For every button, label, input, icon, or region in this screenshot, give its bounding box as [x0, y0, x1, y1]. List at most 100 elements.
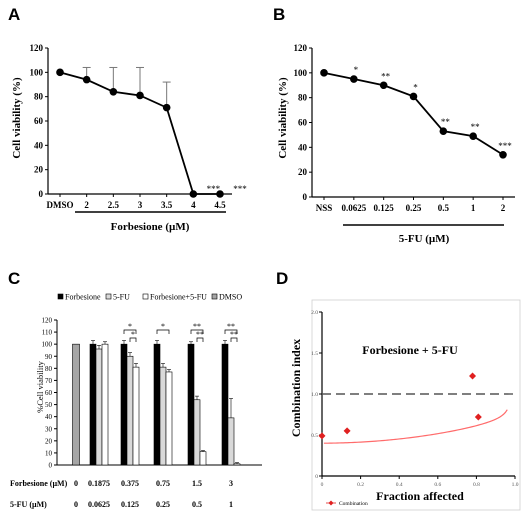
panel-a-data-point [189, 190, 198, 198]
panel-a-y-tick-label: 40 [34, 140, 44, 150]
panel-a-y-tick-label: 80 [34, 92, 44, 102]
panel-c-legend-label: 5-FU [113, 293, 130, 302]
panel-d: D Combination index Forbesione + 5-FU Fr… [276, 269, 521, 511]
panel-d-y-tick-label: 1.0 [311, 392, 318, 398]
panel-d-title: Forbesione + 5-FU [362, 343, 458, 357]
panel-b-y-tick-label: 40 [298, 142, 308, 152]
panel-b-significance-mark: *** [498, 141, 512, 151]
panel-b-ylabel: Cell viability (%) [277, 77, 289, 159]
panel-c-significance-mark: ** [196, 330, 204, 339]
panel-d-frame [311, 299, 521, 511]
panel-a-data-point [216, 190, 224, 198]
panel-d-x-tick-label: 0.2 [357, 482, 364, 488]
panel-c-legend-label: DMSO [219, 293, 242, 302]
panel-c-table-row-label: 5-FU (µM) [10, 500, 47, 509]
panel-c-bar [153, 343, 161, 466]
panel-c-significance-mark: ** [193, 322, 201, 331]
panel-a-xlabel: Forbesione (µM) [111, 221, 190, 233]
panel-c-legend-swatch [57, 293, 64, 300]
panel-c-bar [221, 343, 229, 466]
panel-b-y-tick-label: 120 [294, 43, 308, 53]
panel-b-data-point [499, 150, 507, 159]
panel-c-table-cell: 0.0625 [88, 500, 110, 509]
panel-b-significance-mark: * [354, 65, 359, 75]
panel-d-x-tick-label: 0.6 [434, 482, 441, 488]
panel-b-label: B [273, 5, 285, 24]
panel-c-y-tick-label: 90 [45, 353, 53, 361]
panel-c-bar [233, 463, 241, 466]
panel-c-table-cell: 1.5 [192, 479, 202, 488]
panel-d-data-point [343, 427, 351, 435]
panel-a-data-point [82, 75, 91, 84]
panel-c-y-tick-label: 20 [45, 437, 53, 445]
panel-a-label: A [8, 5, 20, 24]
panel-a-y-tick-label: 120 [30, 43, 44, 53]
panel-c-bar [89, 343, 97, 466]
panel-b-x-tick-label: 0.0625 [341, 203, 366, 213]
panel-a-x-tick-label: DMSO [47, 200, 74, 210]
panel-a: A Cell viability (%) Forbesione (µM) 0 20… [8, 5, 247, 233]
panel-d-ylabel: Combination index [289, 339, 303, 437]
panel-c-table-cell: 0.125 [121, 500, 139, 509]
panel-a-data-point [109, 88, 118, 96]
panel-b-significance-mark: ** [441, 117, 451, 127]
panel-d-x-tick-label: 1.0 [512, 482, 519, 488]
panel-c-significance-bracket [156, 329, 170, 334]
panel-b-y-tick-label: 60 [298, 118, 308, 128]
panel-b-y-tick-label: 20 [298, 167, 308, 177]
panel-c-bar [72, 343, 80, 466]
panel-c-legend-swatch [105, 293, 112, 300]
panel-d-x-tick-label: 0.8 [473, 482, 480, 488]
panel-c-table-cell: 1 [229, 500, 233, 509]
panel-b-x-tick-label: 1 [471, 203, 476, 213]
panel-c-label: C [8, 269, 20, 288]
panel-c-significance-bracket [123, 329, 137, 334]
panel-c-significance-mark: * [128, 322, 132, 331]
panel-d-y-tick-label: 2.0 [311, 310, 318, 316]
panel-c-table-cell: 0 [74, 479, 78, 488]
panel-d-legend-marker [328, 500, 334, 506]
panel-d-y-tick-label: 1.5 [311, 351, 318, 357]
panel-b-x-tick-label: 0.5 [438, 203, 450, 213]
panel-c-y-tick-label: 120 [42, 317, 53, 325]
panel-b-significance-mark: ** [381, 71, 391, 81]
panel-d-data-point [469, 372, 477, 380]
panel-a-y-tick-label: 0 [39, 189, 44, 199]
panel-c-y-tick-label: 100 [42, 341, 53, 349]
panel-c-significance-bracket [129, 337, 137, 342]
panel-c-y-tick-label: 40 [45, 413, 53, 421]
panel-c-significance-mark: * [161, 322, 165, 331]
panel-c-bar [95, 348, 103, 466]
panel-c-bar [187, 343, 195, 466]
panel-c-significance-bracket [190, 329, 204, 334]
panel-c-legend-swatch [142, 293, 149, 300]
panel-c-table-cell: 0.75 [156, 479, 170, 488]
panel-c-bar [199, 451, 207, 466]
panel-c-significance-bracket [230, 337, 238, 342]
panel-c-bar [126, 355, 134, 466]
panel-c-bar [132, 366, 140, 466]
panel-b-data-point [320, 69, 328, 77]
panel-c-ylabel: %Cell viability [35, 360, 45, 412]
panel-c-bar [165, 371, 173, 466]
panel-a-significance-mark: *** [207, 184, 221, 194]
panel-d-x-tick-label: 0.4 [396, 482, 403, 488]
panel-b-significance-mark: ** [471, 122, 481, 132]
panel-a-x-tick-label: 2 [84, 200, 89, 210]
panel-b-significance-mark: * [413, 82, 418, 92]
panel-a-x-tick-label: 3.5 [161, 200, 173, 210]
panel-c-bar [193, 399, 201, 466]
panel-c-bar [120, 343, 128, 466]
panel-b-data-point [439, 127, 448, 135]
panel-d-data-point [318, 432, 326, 440]
panel-b-data-point [469, 132, 477, 140]
panel-d-fit-curve [323, 409, 508, 444]
panel-c-y-tick-label: 70 [45, 377, 53, 385]
panel-c-significance-bracket [196, 337, 204, 342]
panel-c-y-tick-label: 50 [45, 401, 53, 409]
panel-a-x-tick-label: 2.5 [108, 200, 120, 210]
panel-d-y-tick-label: 0 [315, 474, 318, 480]
panel-d-xlabel: Fraction affected [376, 489, 464, 503]
panel-b-data-point [379, 81, 388, 90]
panel-c-significance-bracket [224, 329, 238, 334]
